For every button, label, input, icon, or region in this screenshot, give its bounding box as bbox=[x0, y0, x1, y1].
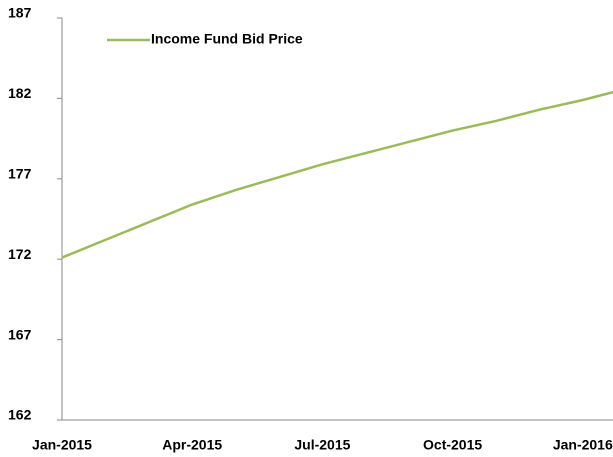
y-tick-label: 167 bbox=[8, 326, 32, 342]
x-tick-label: Apr-2015 bbox=[162, 437, 222, 453]
x-tick-label: Jan-2016 bbox=[553, 437, 613, 453]
y-tick-label: 172 bbox=[8, 246, 32, 262]
x-tick-label: Jul-2015 bbox=[294, 437, 350, 453]
y-tick-label: 162 bbox=[8, 407, 32, 423]
legend-label: Income Fund Bid Price bbox=[151, 31, 303, 47]
y-tick-label: 177 bbox=[8, 166, 32, 182]
x-tick-label: Oct-2015 bbox=[423, 437, 482, 453]
y-tick-label: 182 bbox=[8, 85, 32, 101]
series-line bbox=[61, 90, 613, 259]
x-tick-label: Jan-2015 bbox=[32, 437, 92, 453]
y-tick-label: 187 bbox=[8, 5, 32, 21]
